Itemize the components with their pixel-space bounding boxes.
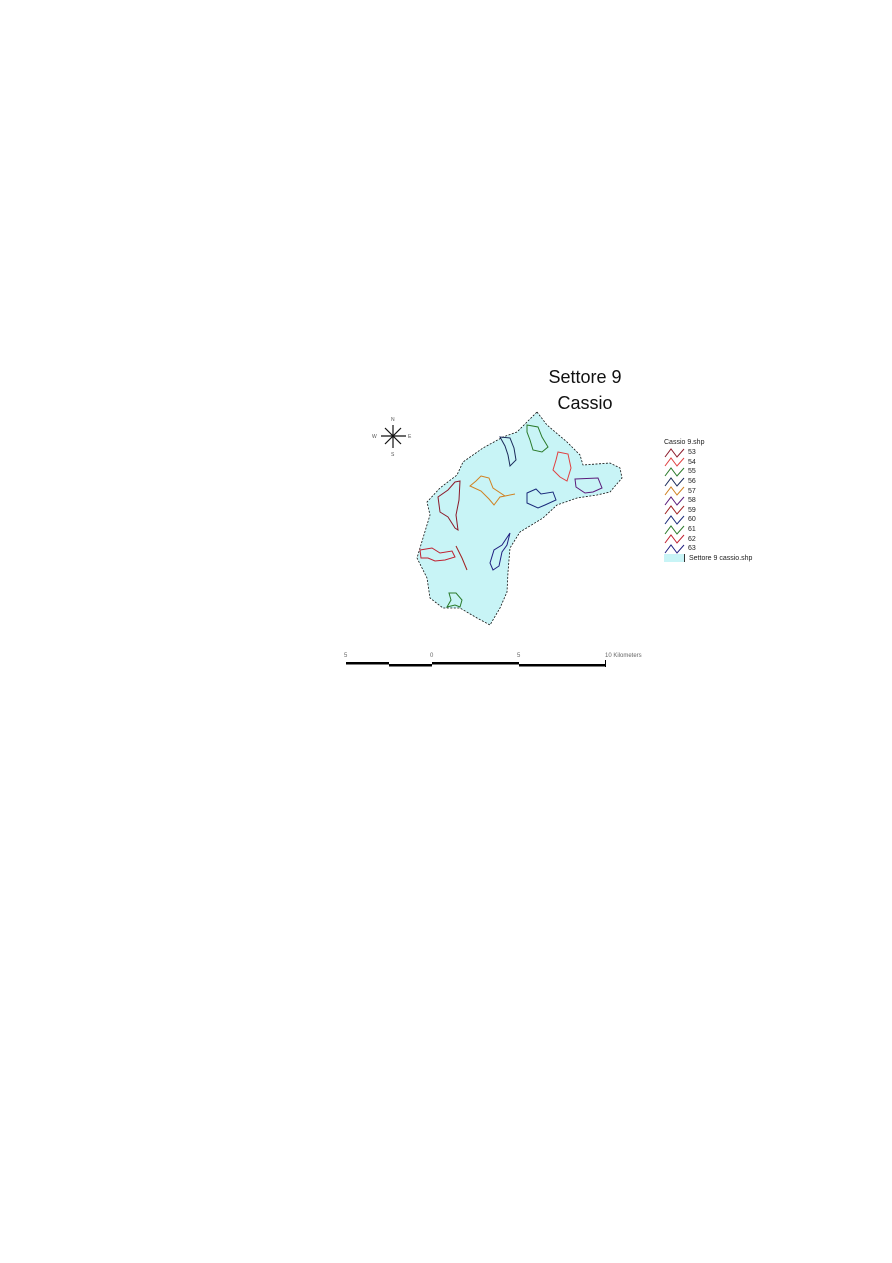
scale-bar [346, 660, 606, 667]
line-symbol-icon [664, 447, 685, 458]
compass-n: N [391, 417, 395, 423]
map-title-line2: Cassio [557, 393, 613, 413]
map-title-line1: Settore 9 [548, 367, 622, 387]
zone-56 [499, 436, 517, 468]
compass-w: W [372, 434, 377, 440]
north-arrow [381, 425, 406, 448]
line-symbol-icon [664, 534, 685, 544]
legend-item-label: 62 [688, 535, 696, 543]
line-symbol-icon [664, 524, 685, 535]
legend-item-label: 56 [688, 478, 696, 486]
sector-area [416, 411, 623, 626]
zone-63 [489, 532, 511, 571]
line-symbol-icon [664, 457, 685, 468]
area-swatch [664, 554, 685, 563]
zone-62 [419, 547, 456, 562]
compass-e: E [408, 434, 412, 440]
scale-label-2: 5 [517, 653, 521, 659]
line-symbol-icon [664, 543, 685, 554]
line-symbol-icon [664, 486, 685, 496]
legend-item-label: 55 [688, 468, 696, 476]
legend-area-label: Settore 9 cassio.shp [689, 554, 753, 562]
legend-item: 60 [664, 515, 752, 525]
line-symbol-icon [664, 467, 685, 477]
scale-label-3: 10 Kilometers [605, 653, 642, 659]
line-symbol-icon [664, 515, 685, 525]
zone-53 [437, 480, 461, 532]
legend-item-label: 61 [688, 526, 696, 534]
line-symbol-icon [664, 505, 685, 516]
legend-item: 53 [664, 447, 752, 458]
zone-59 [455, 545, 468, 571]
zone-54 [552, 451, 572, 482]
legend-item: 59 [664, 505, 752, 516]
scale-label-0: 5 [344, 653, 348, 659]
scale-label-1: 0 [430, 653, 434, 659]
legend-item-label: 58 [688, 497, 696, 505]
line-symbol-icon [664, 495, 685, 506]
zone-57 [469, 475, 516, 506]
zone-58 [574, 477, 603, 494]
legend-item: 56 [664, 476, 752, 487]
legend-item: 63 [664, 543, 752, 554]
legend-layer-title: Cassio 9.shp [664, 439, 705, 446]
legend-item: 58 [664, 495, 752, 506]
legend-item: 62 [664, 534, 752, 544]
legend-item: 61 [664, 524, 752, 535]
line-symbol-icon [664, 476, 685, 487]
legend: Cassio 9.shp 53 54 55 56 57 58 59 60 61 62 63 Sett… [664, 438, 752, 563]
zone-55 [526, 424, 549, 453]
legend-item-label: 63 [688, 545, 696, 553]
zone-61 [445, 592, 463, 608]
legend-item-label: 53 [688, 449, 696, 457]
legend-item-label: 59 [688, 506, 696, 514]
legend-item-label: 60 [688, 516, 696, 524]
legend-item-label: 54 [688, 458, 696, 466]
legend-item-label: 57 [688, 487, 696, 495]
zone-60 [526, 488, 557, 509]
compass-s: S [391, 452, 395, 458]
legend-item: 54 [664, 457, 752, 468]
legend-item: 57 [664, 486, 752, 496]
legend-area-item: Settore 9 cassio.shp [664, 554, 752, 564]
legend-item: 55 [664, 467, 752, 477]
